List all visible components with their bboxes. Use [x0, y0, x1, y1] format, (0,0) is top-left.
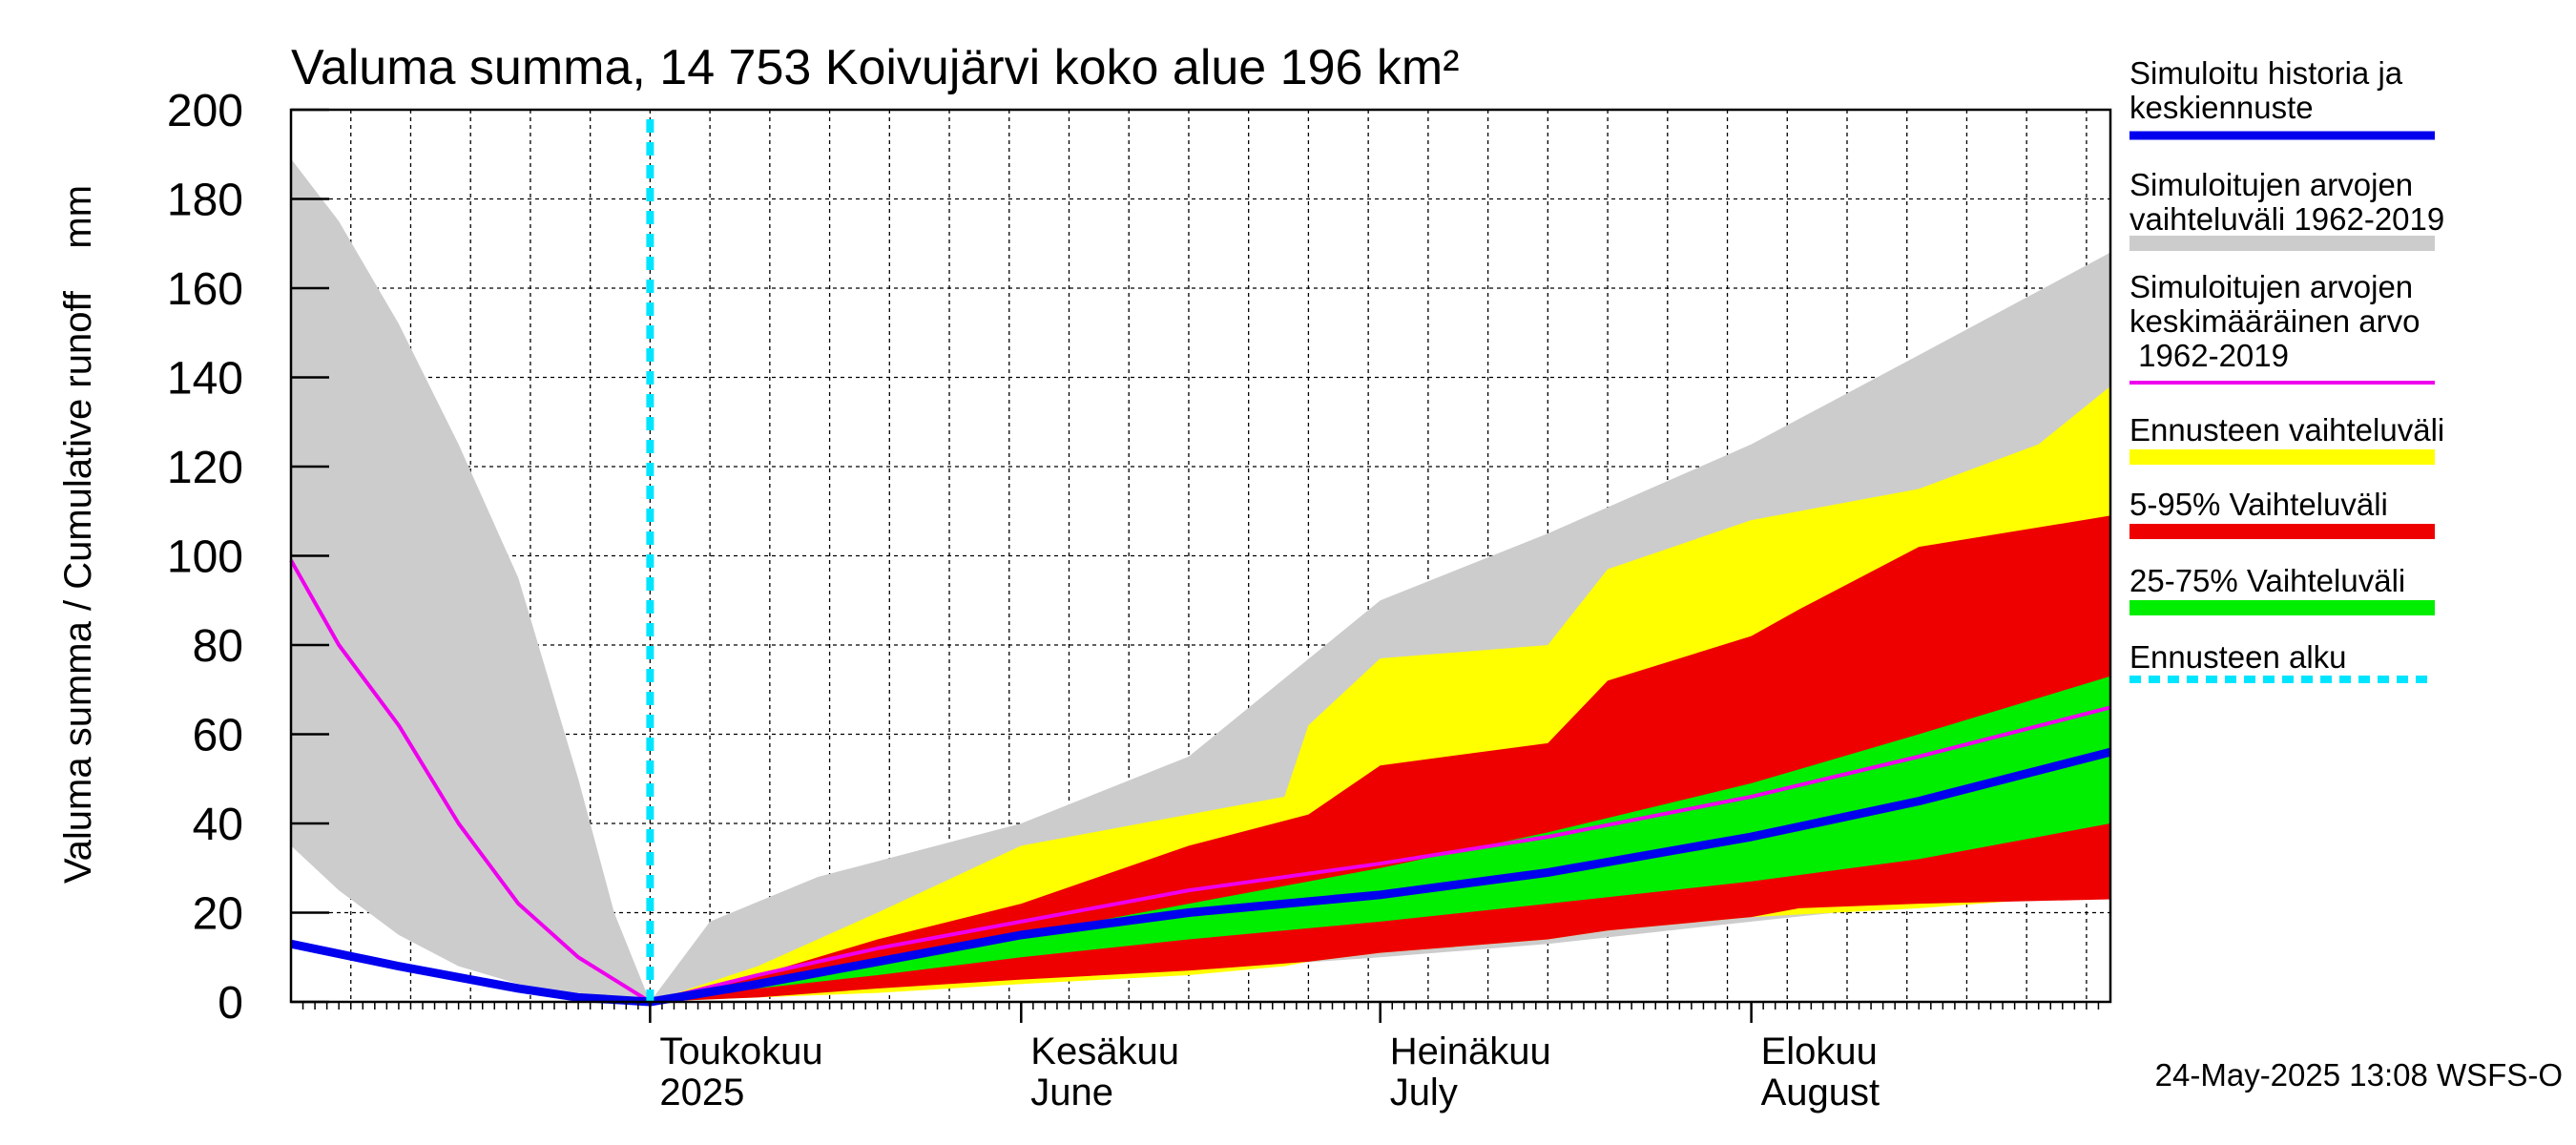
legend-label-p5_95: 5-95% Vaihteluväli [2129, 487, 2388, 522]
x-tick-label-fi: Kesäkuu [1030, 1030, 1179, 1072]
x-tick-label-en: August [1761, 1072, 1880, 1114]
y-axis-label: Valuma summa / Cumulative runoff mm [57, 185, 99, 884]
y-tick-label: 120 [167, 443, 243, 493]
x-tick-label-fi: Elokuu [1761, 1030, 1878, 1072]
x-tick-label-en: 2025 [659, 1072, 744, 1114]
legend-label-range: Simuloitujen arvojen vaihteluväli 1962-20… [2129, 167, 2444, 237]
legend-label-sim: Simuloitu historia ja keskiennuste [2129, 55, 2403, 125]
y-tick-label: 100 [167, 532, 243, 583]
legend-label-fc_range: Ennusteen vaihteluväli [2129, 412, 2444, 448]
legend-label-mean: Simuloitujen arvojen keskimääräinen arvo … [2129, 269, 2420, 373]
y-tick-label: 160 [167, 264, 243, 315]
y-tick-label: 0 [218, 978, 243, 1029]
x-tick-label-fi: Heinäkuu [1390, 1030, 1551, 1072]
footer-timestamp: 24-May-2025 13:08 WSFS-O [2154, 1057, 2563, 1093]
y-tick-label: 80 [193, 621, 243, 672]
x-tick-label-fi: Toukokuu [659, 1030, 822, 1072]
legend-label-start: Ennusteen alku [2129, 639, 2347, 675]
chart-title: Valuma summa, 14 753 Koivujärvi koko alu… [291, 40, 1460, 95]
mean-line [289, 559, 2111, 1004]
x-tick-label-en: June [1030, 1072, 1113, 1114]
legend-label-p25_75: 25-75% Vaihteluväli [2129, 563, 2405, 598]
x-tick-label-en: July [1390, 1072, 1458, 1114]
legend: Simuloitu historia ja keskiennuste Simuloi… [2129, 55, 2444, 683]
percentile-25-75-band [650, 676, 2110, 1002]
range-band-history [291, 158, 651, 1003]
y-tick-label: 180 [167, 176, 243, 226]
y-tick-label: 140 [167, 354, 243, 405]
y-tick-label: 20 [193, 889, 243, 940]
y-tick-label: 40 [193, 800, 243, 850]
y-tick-label: 200 [167, 86, 243, 136]
y-tick-label: 60 [193, 711, 243, 761]
simulated-median-line [290, 747, 2112, 1007]
